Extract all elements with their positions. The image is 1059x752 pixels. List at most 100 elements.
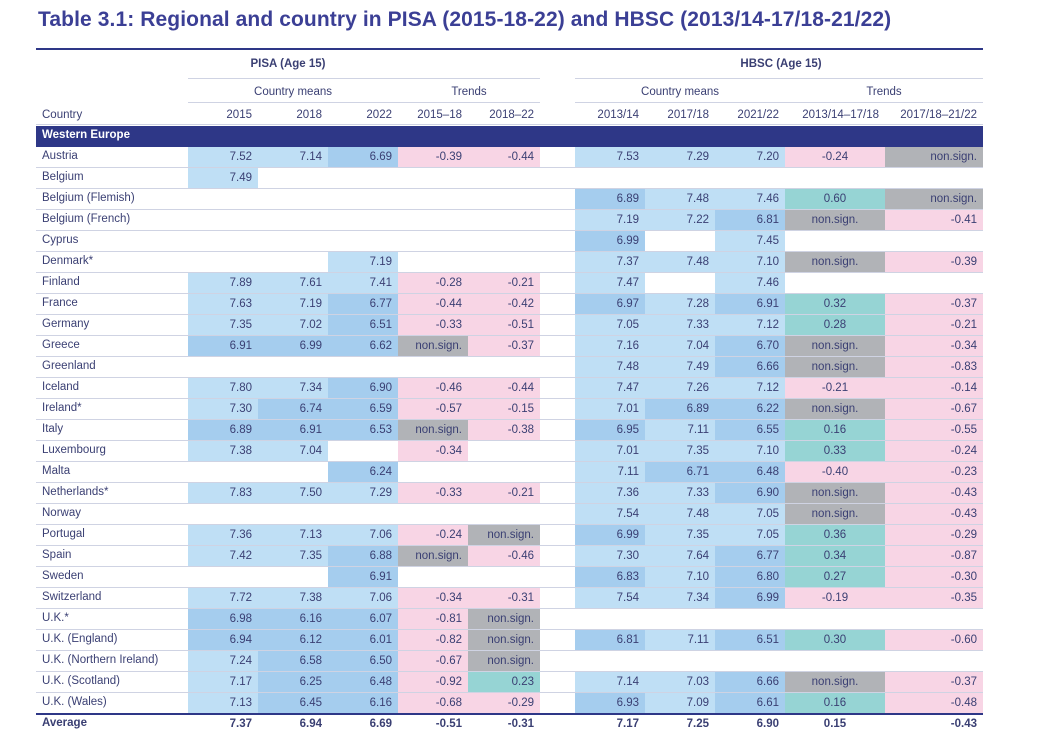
pisa-cell: -0.38 bbox=[468, 420, 540, 440]
table-row: U.K. (Northern Ireland) 7.24 6.58 6.50 -0.67… bbox=[36, 651, 983, 672]
pisa-cell: 7.89 bbox=[188, 273, 258, 293]
hbsc-cell: -0.21 bbox=[885, 315, 983, 335]
hbsc-cell: non.sign. bbox=[785, 210, 885, 230]
hbsc-cell: 0.32 bbox=[785, 294, 885, 314]
hbsc-cell: 7.48 bbox=[575, 357, 645, 377]
hbsc-cell: -0.43 bbox=[950, 718, 977, 730]
hbsc-cell: 6.22 bbox=[715, 399, 785, 419]
country-name: France bbox=[42, 297, 78, 309]
pisa-cell: -0.46 bbox=[398, 378, 468, 398]
pisa-cell bbox=[328, 504, 398, 524]
pisa-cell: non.sign. bbox=[468, 609, 540, 629]
table-row: Iceland 7.80 7.34 6.90 -0.46 -0.44 7.47 7.26 7.1… bbox=[36, 378, 983, 399]
hbsc-cell: -0.55 bbox=[885, 420, 983, 440]
hbsc-cell: 7.28 bbox=[645, 294, 715, 314]
table-row: Cyprus 6.99 7.45 bbox=[36, 231, 983, 252]
hbsc-cell: -0.48 bbox=[885, 693, 983, 713]
hbsc-cell: 6.48 bbox=[715, 462, 785, 482]
hbsc-cell: 7.64 bbox=[645, 546, 715, 566]
pisa-cell: -0.67 bbox=[398, 651, 468, 671]
pisa-cell: 6.94 bbox=[299, 718, 322, 730]
pisa-cell bbox=[468, 252, 540, 272]
country-name: Sweden bbox=[42, 570, 84, 582]
pisa-cell bbox=[258, 210, 328, 230]
pisa-cell: -0.51 bbox=[435, 718, 462, 730]
hbsc-cell: -0.30 bbox=[885, 567, 983, 587]
hbsc-cell: 7.33 bbox=[645, 315, 715, 335]
hbsc-col-header: 2013/14–17/18 bbox=[802, 109, 879, 121]
hbsc-cell: 6.89 bbox=[575, 189, 645, 209]
pisa-cell: 7.13 bbox=[258, 525, 328, 545]
hbsc-cell: 7.48 bbox=[645, 189, 715, 209]
pisa-cell bbox=[468, 357, 540, 377]
hbsc-cell: non.sign. bbox=[785, 504, 885, 524]
pisa-cell: 7.80 bbox=[188, 378, 258, 398]
hbsc-cell: -0.37 bbox=[885, 294, 983, 314]
hbsc-cell: 7.35 bbox=[645, 525, 715, 545]
hbsc-cell: 7.09 bbox=[645, 693, 715, 713]
country-name: Finland bbox=[42, 276, 80, 288]
pisa-header-rule bbox=[188, 78, 540, 79]
pisa-cell: non.sign. bbox=[468, 651, 540, 671]
country-name: Spain bbox=[42, 549, 72, 561]
pisa-cell: 6.91 bbox=[188, 336, 258, 356]
hbsc-cell: 7.19 bbox=[575, 210, 645, 230]
hbsc-cell: non.sign. bbox=[785, 336, 885, 356]
hbsc-cell: 0.16 bbox=[785, 420, 885, 440]
pisa-col-header: 2015 bbox=[226, 109, 252, 121]
hbsc-cell: 6.61 bbox=[715, 693, 785, 713]
hbsc-cell: -0.41 bbox=[885, 210, 983, 230]
hbsc-cell bbox=[885, 168, 983, 188]
country-name: U.K. (England) bbox=[42, 633, 118, 645]
pisa-col-header: 2018 bbox=[296, 109, 322, 121]
pisa-cell: 7.34 bbox=[258, 378, 328, 398]
hbsc-cell: 7.53 bbox=[575, 147, 645, 167]
region-label: Western Europe bbox=[42, 129, 130, 141]
table-row: Denmark* 7.19 7.37 7.48 7.10 non.sign. -0.39 bbox=[36, 252, 983, 273]
table-title: Table 3.1: Regional and country in PISA … bbox=[38, 8, 892, 31]
hbsc-cell: 0.27 bbox=[785, 567, 885, 587]
pisa-cell: 6.69 bbox=[369, 718, 392, 730]
pisa-cell: 6.53 bbox=[328, 420, 398, 440]
pisa-cell: -0.92 bbox=[398, 672, 468, 692]
country-name: Average bbox=[42, 717, 87, 729]
pisa-cell: 6.69 bbox=[328, 147, 398, 167]
table-row: U.K.* 6.98 6.16 6.07 -0.81 non.sign. bbox=[36, 609, 983, 630]
hbsc-cell: 7.30 bbox=[575, 546, 645, 566]
hbsc-cell: -0.21 bbox=[785, 378, 885, 398]
subheader-rule-pisa bbox=[188, 102, 540, 103]
hbsc-country-means-header: Country means bbox=[641, 86, 719, 98]
pisa-cell bbox=[188, 189, 258, 209]
hbsc-cell: -0.23 bbox=[885, 462, 983, 482]
pisa-cell: -0.21 bbox=[468, 483, 540, 503]
hbsc-cell: 7.35 bbox=[645, 441, 715, 461]
table-row: Belgium (French) 7.19 7.22 6.81 non.sign. -0.… bbox=[36, 210, 983, 231]
hbsc-cell: 7.01 bbox=[575, 399, 645, 419]
table-row: Luxembourg 7.38 7.04 -0.34 7.01 7.35 7.10 0.33-… bbox=[36, 441, 983, 462]
pisa-cell: 7.06 bbox=[328, 588, 398, 608]
table-row: Greenland 7.48 7.49 6.66 non.sign. -0.83 bbox=[36, 357, 983, 378]
hbsc-cell: 6.83 bbox=[575, 567, 645, 587]
pisa-cell bbox=[398, 357, 468, 377]
pisa-cell: 7.30 bbox=[188, 399, 258, 419]
hbsc-col-header: 2017/18–21/22 bbox=[900, 109, 977, 121]
hbsc-cell: 7.11 bbox=[575, 462, 645, 482]
hbsc-cell: 6.66 bbox=[715, 357, 785, 377]
hbsc-cell: 7.29 bbox=[645, 147, 715, 167]
hbsc-cell: 7.46 bbox=[715, 189, 785, 209]
hbsc-cell: 7.03 bbox=[645, 672, 715, 692]
hbsc-cell: 7.54 bbox=[575, 588, 645, 608]
average-row: Average 7.37 6.94 6.69 -0.51 -0.31 7.17 7.25 6.9… bbox=[36, 714, 983, 735]
pisa-cell: 6.24 bbox=[328, 462, 398, 482]
hbsc-cell bbox=[645, 273, 715, 293]
hbsc-cell: 7.10 bbox=[715, 441, 785, 461]
country-name: Switzerland bbox=[42, 591, 102, 603]
country-name: Malta bbox=[42, 465, 71, 477]
country-name: Luxembourg bbox=[42, 444, 106, 456]
country-name: Germany bbox=[42, 318, 90, 330]
hbsc-cell: -0.35 bbox=[885, 588, 983, 608]
hbsc-cell: 6.80 bbox=[715, 567, 785, 587]
hbsc-cell: non.sign. bbox=[885, 147, 983, 167]
hbsc-cell: 7.22 bbox=[645, 210, 715, 230]
pisa-cell: non.sign. bbox=[398, 336, 468, 356]
